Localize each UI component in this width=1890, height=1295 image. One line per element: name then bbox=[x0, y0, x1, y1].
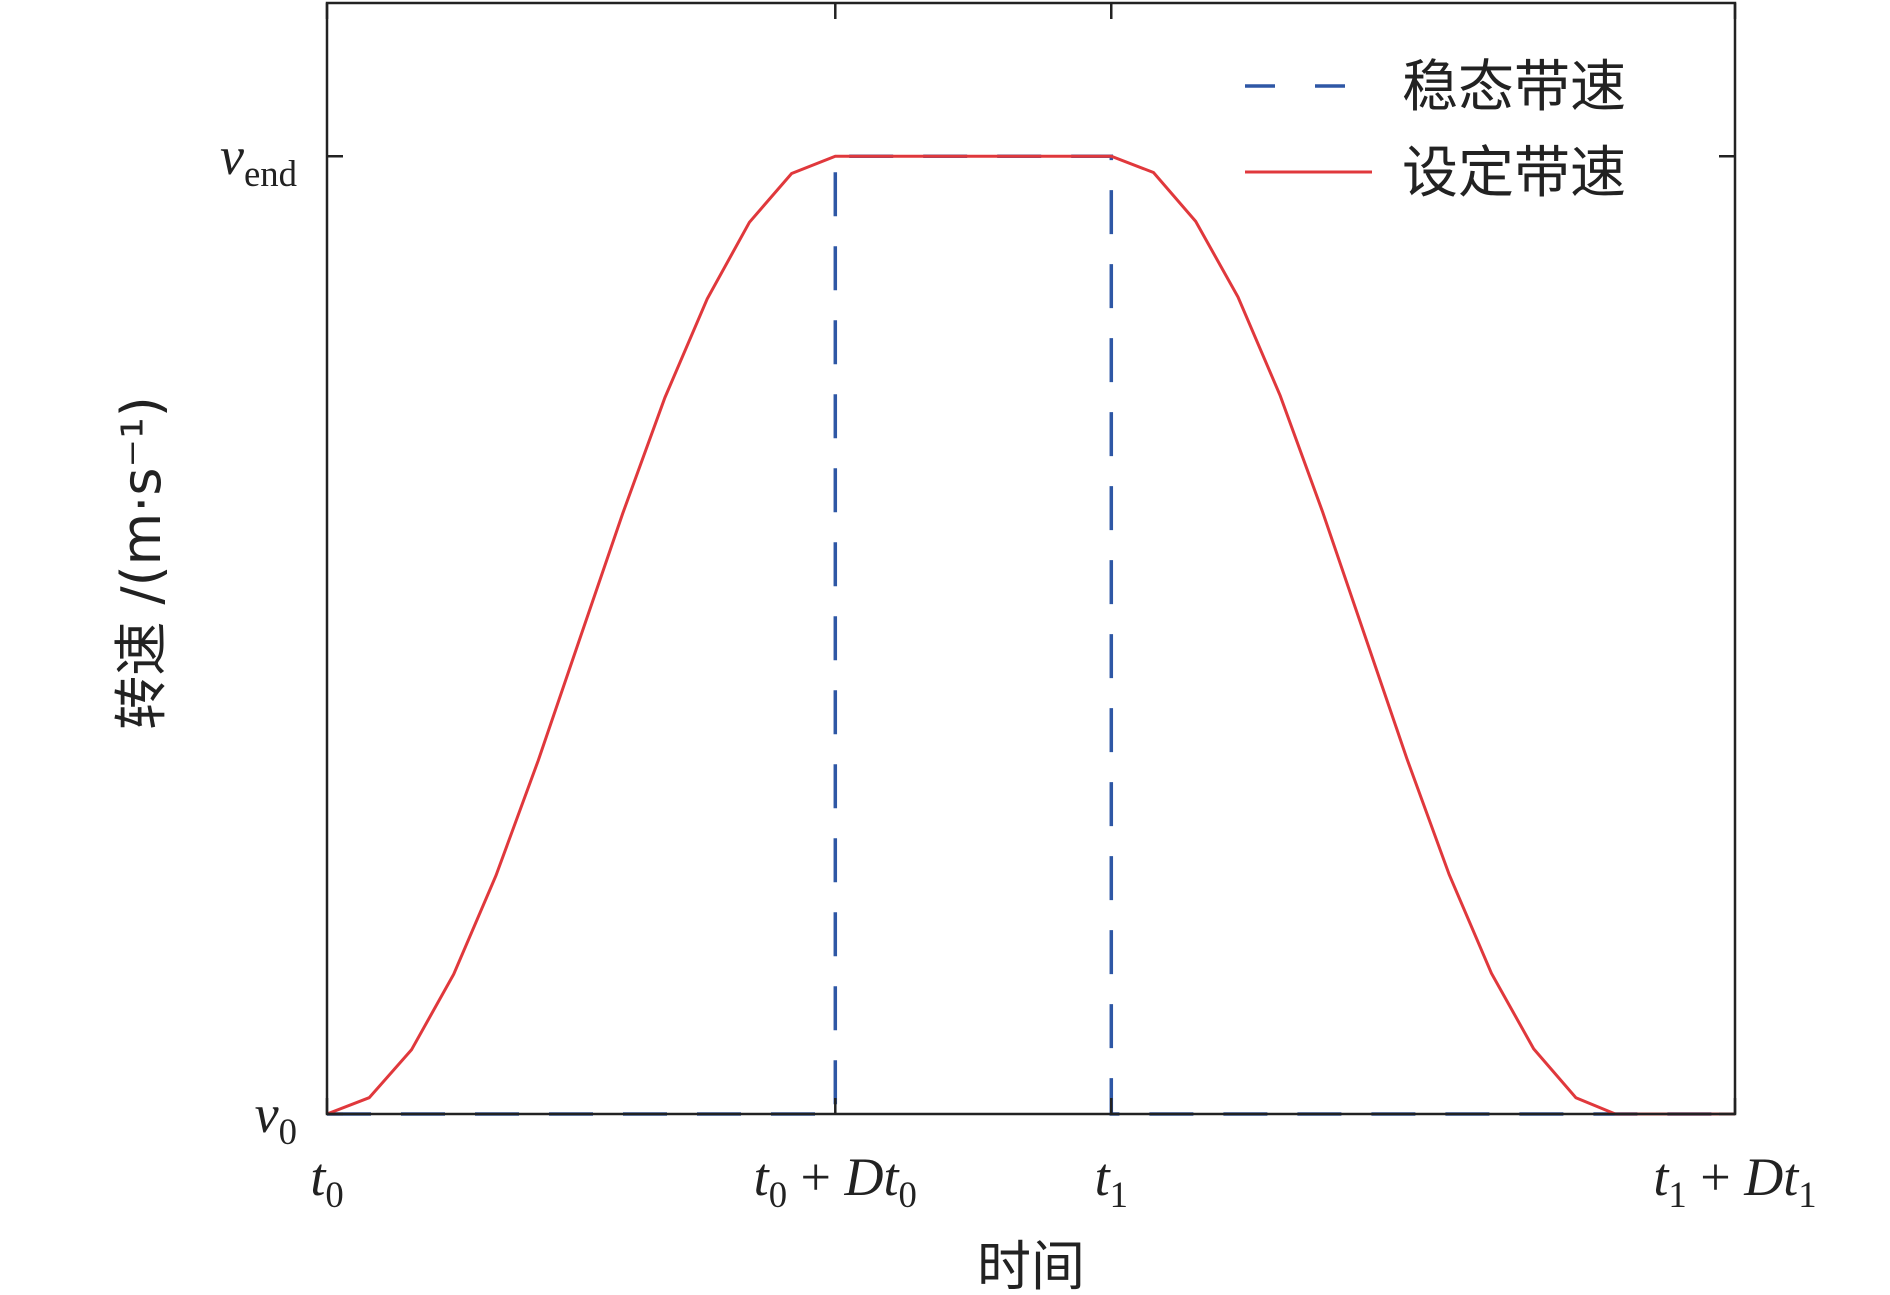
legend-label: 设定带速 bbox=[1402, 141, 1626, 206]
x-axis-label: 时间 bbox=[977, 1235, 1085, 1295]
x-tick-label: t1​ bbox=[1095, 1147, 1128, 1215]
x-tick-label: t1​ + Dt1​ bbox=[1653, 1147, 1816, 1215]
plot-frame bbox=[325, 1, 1737, 1116]
legend-label: 稳态带速 bbox=[1402, 55, 1626, 120]
series-line bbox=[327, 154, 1735, 1116]
series-line bbox=[326, 154, 1735, 1116]
x-tick-label: t0​ bbox=[310, 1147, 343, 1215]
y-tick-label: vend​ bbox=[220, 126, 297, 194]
y-tick-label: v0​ bbox=[255, 1084, 297, 1152]
y-axis-label: 转速 /(m·s⁻¹) bbox=[110, 396, 173, 730]
x-tick-label: t0​ + Dt0​ bbox=[754, 1147, 917, 1215]
